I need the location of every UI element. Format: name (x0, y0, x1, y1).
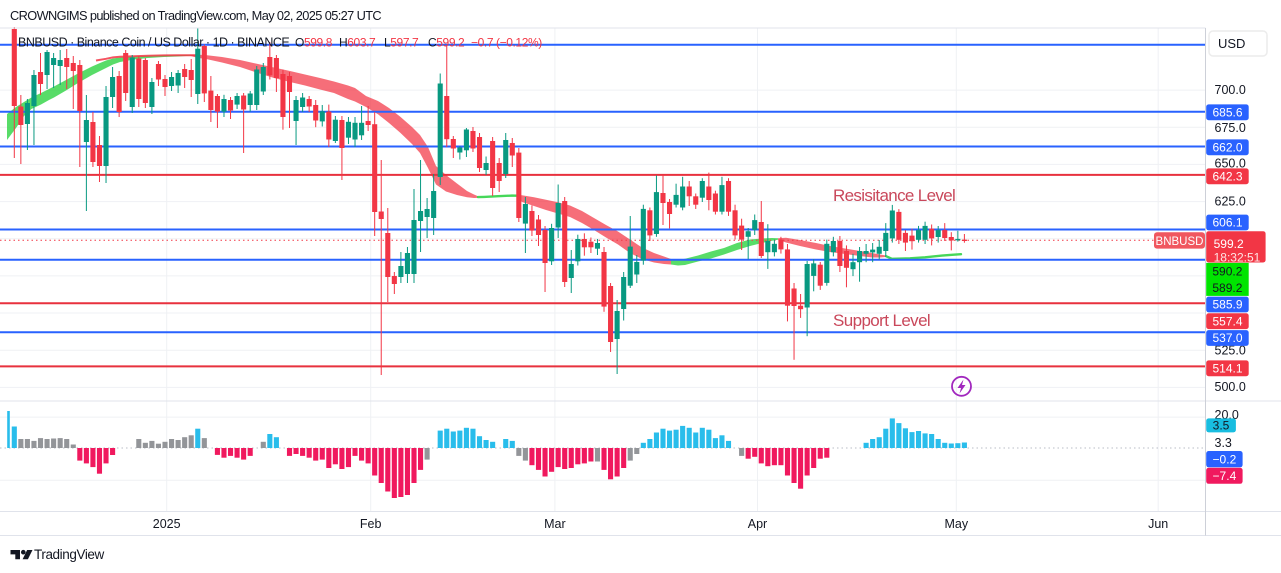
svg-text:TradingView: TradingView (34, 547, 105, 562)
svg-text:−0.2: −0.2 (1213, 452, 1237, 466)
svg-text:2025: 2025 (153, 517, 181, 531)
svg-text:514.1: 514.1 (1212, 362, 1242, 376)
svg-text:675.0: 675.0 (1215, 121, 1246, 135)
svg-text:May: May (944, 517, 968, 531)
svg-text:H603.7: H603.7 (339, 36, 376, 50)
svg-text:−7.4: −7.4 (1213, 469, 1237, 483)
svg-text:625.0: 625.0 (1215, 195, 1246, 209)
svg-text:Mar: Mar (544, 517, 566, 531)
svg-text:3.5: 3.5 (1213, 419, 1230, 433)
svg-text:USD: USD (1218, 36, 1245, 51)
svg-text:642.3: 642.3 (1212, 170, 1242, 184)
svg-text:CROWNGIMS published on Trading: CROWNGIMS published on TradingView.com, … (10, 8, 381, 23)
svg-text:500.0: 500.0 (1215, 380, 1246, 394)
svg-text:537.0: 537.0 (1212, 331, 1242, 345)
svg-text:590.2: 590.2 (1212, 265, 1242, 279)
svg-text:662.0: 662.0 (1212, 141, 1242, 155)
svg-text:O599.8: O599.8 (295, 36, 333, 50)
svg-text:L597.7: L597.7 (384, 36, 419, 50)
svg-text:C599.2: C599.2 (428, 36, 465, 50)
svg-text:606.1: 606.1 (1212, 216, 1242, 230)
svg-text:585.9: 585.9 (1212, 298, 1242, 312)
svg-text:Jun: Jun (1148, 517, 1168, 531)
svg-text:3.3: 3.3 (1215, 436, 1232, 450)
svg-text:BNBUSD: BNBUSD (1156, 236, 1204, 248)
svg-text:650.0: 650.0 (1215, 157, 1246, 171)
svg-text:Feb: Feb (360, 517, 382, 531)
svg-text:BNBUSD · Binance Coin / US Dol: BNBUSD · Binance Coin / US Dollar · 1D ·… (18, 36, 289, 50)
svg-text:700.0: 700.0 (1215, 83, 1246, 97)
svg-text:−0.7 (−0.12%): −0.7 (−0.12%) (471, 36, 542, 50)
svg-text:525.0: 525.0 (1215, 344, 1246, 358)
svg-text:557.4: 557.4 (1212, 314, 1242, 328)
svg-text:Apr: Apr (748, 517, 767, 531)
svg-text:599.2: 599.2 (1214, 237, 1244, 251)
svg-text:18:32:51: 18:32:51 (1214, 250, 1261, 264)
svg-text:685.6: 685.6 (1212, 106, 1242, 120)
svg-text:Support Level: Support Level (833, 311, 930, 330)
svg-text:589.2: 589.2 (1212, 281, 1242, 295)
svg-text:Resisitance Level: Resisitance Level (833, 186, 955, 205)
